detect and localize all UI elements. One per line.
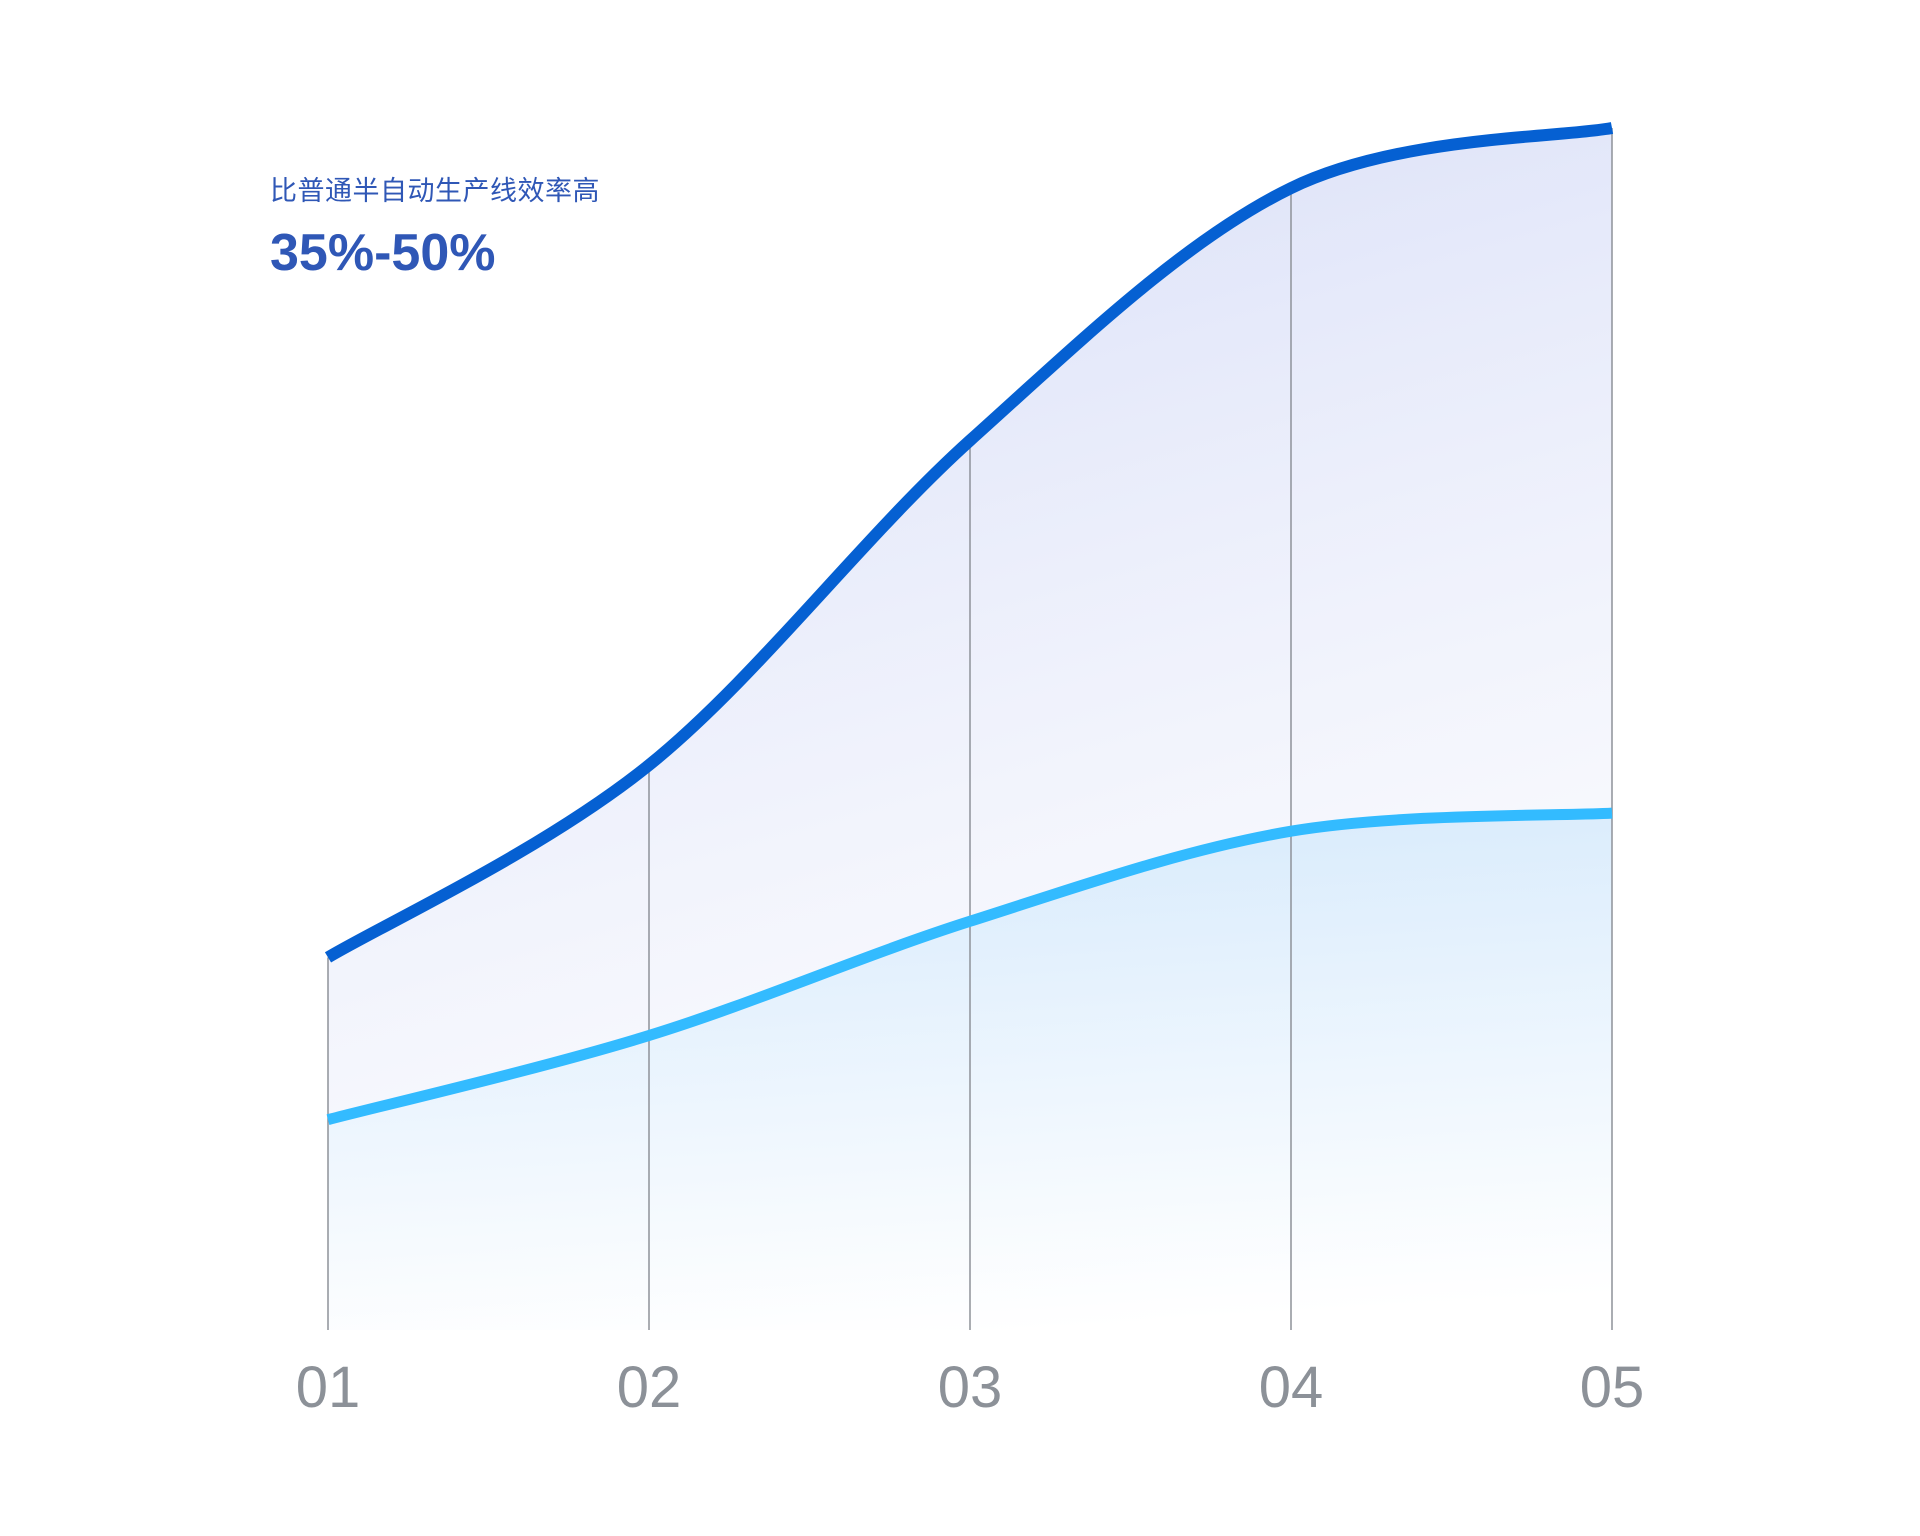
x-tick-label-02: 02 xyxy=(617,1355,682,1420)
annotation-value: 35%-50% xyxy=(270,224,496,282)
chart-annotation: 比普通半自动生产线效率高 35%-50% xyxy=(270,172,600,288)
vertical-grid-lines xyxy=(327,128,1613,1330)
x-tick-label-05: 05 xyxy=(1580,1355,1645,1420)
x-tick-label-03: 03 xyxy=(938,1355,1003,1420)
series-2-line xyxy=(326,807,1613,1125)
series-1-line xyxy=(324,122,1614,963)
x-tick-label-04: 04 xyxy=(1259,1355,1324,1420)
annotation-subtitle: 比普通半自动生产线效率高 xyxy=(270,176,600,207)
x-axis-tick-labels: 01 02 03 04 05 xyxy=(296,1355,1645,1420)
x-tick-label-01: 01 xyxy=(296,1355,361,1420)
